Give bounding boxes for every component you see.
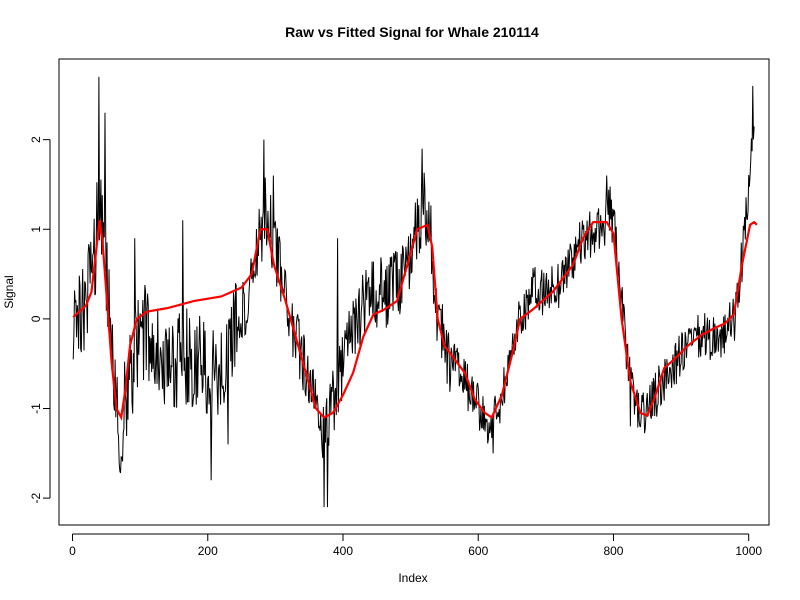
plot-area — [72, 76, 758, 508]
raw-signal-series — [72, 76, 755, 508]
x-tick-label: 400 — [333, 544, 353, 558]
x-axis: 0 200 400 600 800 1000 — [69, 533, 762, 558]
y-tick-label: 0 — [29, 315, 43, 322]
x-tick-label: 1000 — [735, 544, 762, 558]
y-tick-label: 1 — [29, 226, 43, 233]
plot-frame — [58, 58, 770, 526]
fitted-signal-series — [72, 220, 758, 421]
x-tick-label: 0 — [69, 544, 76, 558]
y-axis-label: Signal — [2, 275, 16, 308]
x-tick-label: 600 — [468, 544, 488, 558]
y-tick-label: -1 — [29, 403, 43, 414]
y-tick-label: 2 — [29, 136, 43, 143]
x-tick-label: 800 — [603, 544, 623, 558]
y-tick-label: -2 — [29, 492, 43, 503]
x-tick-label: 200 — [198, 544, 218, 558]
y-axis: -2 -1 0 1 2 — [29, 136, 51, 503]
chart-title: Raw vs Fitted Signal for Whale 210114 — [285, 24, 539, 40]
x-axis-label: Index — [398, 571, 427, 585]
